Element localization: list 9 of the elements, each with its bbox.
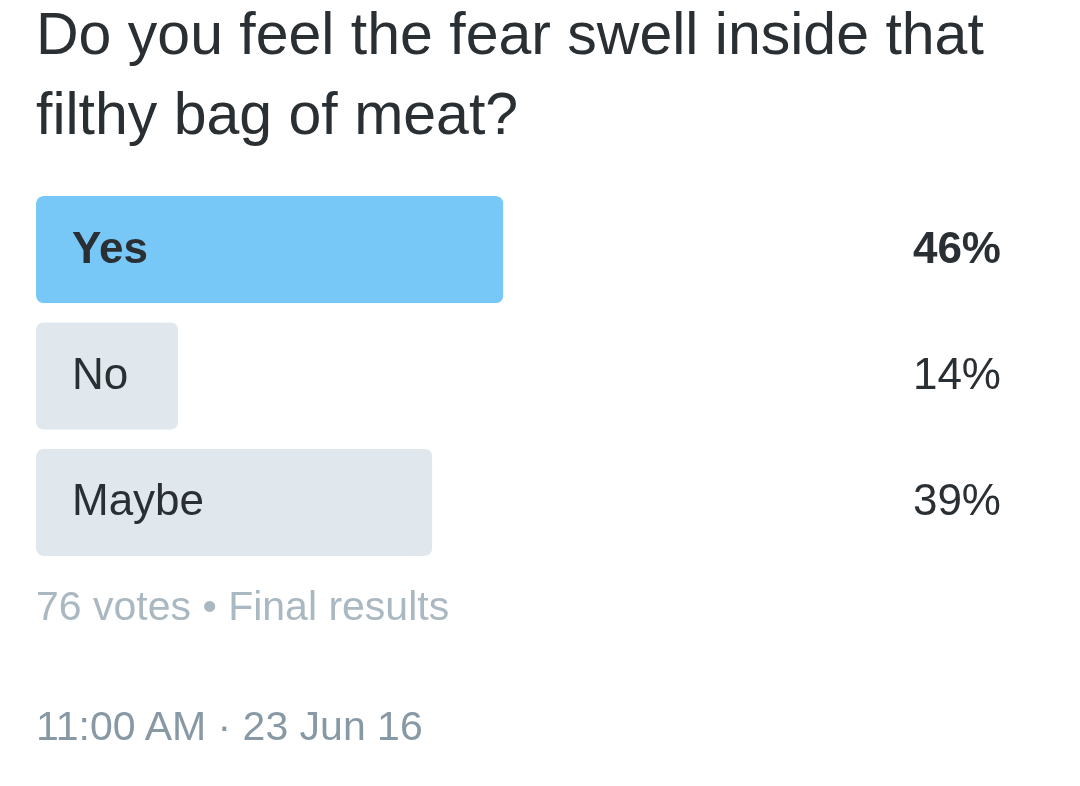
y-tick-label: Maybe: [72, 475, 205, 525]
data-label: 39%: [912, 475, 1001, 525]
y-tick-label: Yes: [72, 222, 148, 272]
data-label: 14%: [912, 349, 1001, 398]
text: 11:00 AM · 23 Jun 16: [36, 703, 423, 749]
y-tick-label: No: [72, 349, 129, 398]
text: 76 votes • Final results: [36, 583, 450, 629]
data-label: 46%: [912, 222, 1001, 272]
chart-title: Do you feel the fear swell inside that filthy bag of meat?: [36, 1, 984, 147]
